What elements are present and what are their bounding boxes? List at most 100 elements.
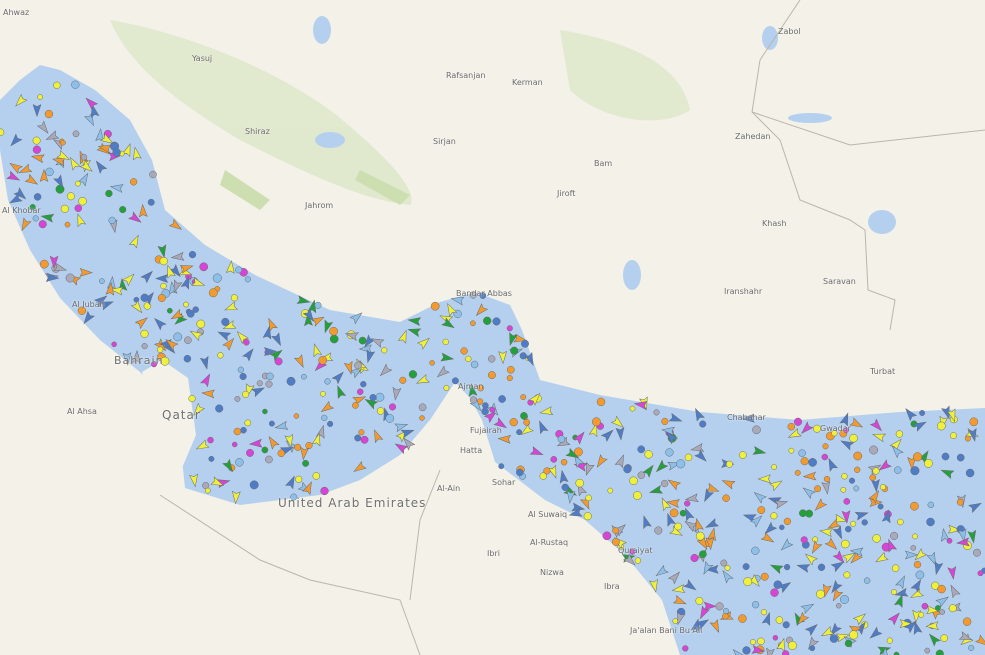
vessel-marker-fishing[interactable]	[122, 352, 132, 366]
vessel-marker-tug[interactable]	[506, 332, 518, 347]
vessel-marker-tanker[interactable]	[138, 203, 148, 218]
vessel-marker-tug[interactable]	[649, 485, 664, 497]
vessel-marker-tanker[interactable]	[44, 109, 54, 119]
vessel-marker-tanker[interactable]	[329, 326, 338, 336]
vessel-marker-passenger[interactable]	[360, 381, 367, 388]
vessel-marker-cargo[interactable]	[872, 534, 881, 543]
vessel-marker-cargo[interactable]	[311, 432, 323, 447]
vessel-marker-cargo[interactable]	[528, 391, 543, 406]
vessel-marker-tanker[interactable]	[696, 536, 710, 551]
vessel-marker-passenger[interactable]	[186, 309, 195, 318]
vessel-marker-cargo[interactable]	[633, 491, 642, 500]
vessel-marker-tanker[interactable]	[470, 320, 476, 327]
vessel-marker-cargo[interactable]	[242, 390, 250, 398]
vessel-marker-tanker[interactable]	[358, 429, 365, 436]
vessel-marker-tanker[interactable]	[666, 477, 682, 491]
vessel-marker-fishing[interactable]	[889, 443, 904, 459]
vessel-marker-cargo[interactable]	[183, 301, 189, 308]
vessel-marker-passenger[interactable]	[683, 579, 698, 593]
vessel-marker-pleasure[interactable]	[772, 635, 779, 641]
vessel-marker-passenger[interactable]	[910, 466, 920, 476]
vessel-marker-tug[interactable]	[408, 370, 418, 379]
vessel-marker-passenger[interactable]	[331, 369, 346, 385]
vessel-marker-pleasure[interactable]	[682, 645, 689, 652]
vessel-marker-fishing[interactable]	[915, 570, 925, 580]
vessel-marker-passenger[interactable]	[216, 328, 232, 342]
vessel-marker-passenger[interactable]	[829, 579, 843, 595]
vessel-marker-passenger[interactable]	[451, 377, 459, 385]
vessel-marker-unknown[interactable]	[53, 262, 68, 274]
vessel-marker-cargo[interactable]	[768, 477, 784, 492]
vessel-marker-passenger[interactable]	[845, 525, 852, 533]
vessel-marker-fishing[interactable]	[394, 421, 409, 433]
vessel-marker-tug[interactable]	[334, 384, 347, 400]
vessel-marker-pleasure[interactable]	[697, 605, 711, 620]
vessel-marker-passenger[interactable]	[809, 645, 816, 652]
vessel-marker-cargo[interactable]	[222, 320, 237, 333]
vessel-marker-tug[interactable]	[29, 204, 36, 211]
vessel-marker-fishing[interactable]	[274, 421, 289, 432]
vessel-marker-unknown[interactable]	[947, 583, 961, 599]
vessel-marker-fishing[interactable]	[800, 601, 815, 615]
vessel-marker-tanker[interactable]	[59, 139, 66, 146]
vessel-marker-tanker[interactable]	[293, 354, 307, 369]
vessel-marker-passenger[interactable]	[8, 193, 23, 207]
vessel-marker-unknown[interactable]	[469, 396, 478, 404]
vessel-marker-unknown[interactable]	[667, 569, 682, 585]
vessel-marker-tanker[interactable]	[179, 262, 194, 274]
vessel-marker-tanker[interactable]	[672, 594, 687, 608]
vessel-marker-tanker[interactable]	[760, 531, 775, 545]
vessel-marker-tug[interactable]	[510, 346, 519, 355]
vessel-marker-pleasure[interactable]	[799, 421, 814, 436]
vessel-marker-pleasure[interactable]	[38, 220, 47, 229]
vessel-marker-unknown[interactable]	[435, 365, 450, 380]
vessel-marker-cargo[interactable]	[946, 408, 958, 423]
vessel-marker-cargo[interactable]	[819, 527, 834, 538]
vessel-marker-tanker[interactable]	[419, 415, 425, 421]
vessel-marker-cargo[interactable]	[950, 432, 957, 440]
vessel-marker-cargo[interactable]	[813, 424, 821, 433]
vessel-marker-cargo[interactable]	[130, 300, 145, 315]
vessel-marker-cargo[interactable]	[843, 571, 851, 579]
vessel-marker-passenger[interactable]	[761, 611, 773, 626]
vessel-marker-passenger[interactable]	[263, 347, 278, 357]
vessel-marker-cargo[interactable]	[629, 476, 638, 486]
vessel-marker-pleasure[interactable]	[199, 262, 209, 272]
vessel-marker-tug[interactable]	[407, 316, 422, 327]
vessel-marker-pleasure[interactable]	[843, 498, 851, 505]
vessel-marker-passenger[interactable]	[140, 269, 155, 284]
vessel-marker-tug[interactable]	[119, 206, 127, 214]
vessel-marker-cargo[interactable]	[771, 464, 777, 470]
vessel-marker-passenger[interactable]	[682, 507, 695, 522]
vessel-marker-passenger[interactable]	[81, 310, 95, 326]
vessel-marker-tanker[interactable]	[513, 333, 528, 344]
vessel-marker-fishing[interactable]	[571, 453, 585, 468]
vessel-marker-cargo[interactable]	[947, 524, 962, 534]
vessel-marker-passenger[interactable]	[498, 395, 506, 403]
vessel-marker-cargo[interactable]	[67, 156, 81, 171]
vessel-marker-cargo[interactable]	[234, 329, 249, 345]
vessel-marker-passenger[interactable]	[839, 437, 855, 451]
vessel-marker-tanker[interactable]	[709, 619, 722, 634]
vessel-marker-tanker[interactable]	[77, 306, 87, 315]
vessel-marker-pleasure[interactable]	[200, 372, 214, 388]
vessel-marker-cargo[interactable]	[0, 128, 5, 137]
vessel-marker-passenger[interactable]	[871, 478, 880, 493]
vessel-marker-cargo[interactable]	[644, 450, 653, 459]
vessel-marker-tug[interactable]	[844, 639, 853, 648]
vessel-marker-cargo[interactable]	[164, 264, 176, 279]
vessel-marker-tanker[interactable]	[477, 384, 485, 392]
vessel-marker-cargo[interactable]	[671, 584, 686, 595]
vessel-marker-unknown[interactable]	[72, 130, 80, 138]
vessel-marker-cargo[interactable]	[109, 285, 124, 296]
vessel-marker-unknown[interactable]	[690, 443, 705, 454]
vessel-marker-passenger[interactable]	[99, 298, 114, 311]
vessel-marker-passenger[interactable]	[188, 250, 197, 259]
vessel-marker-passenger[interactable]	[33, 193, 42, 201]
vessel-marker-cargo[interactable]	[128, 234, 141, 249]
vessel-marker-tanker[interactable]	[319, 400, 335, 414]
vessel-marker-tug[interactable]	[166, 307, 173, 314]
vessel-marker-passenger[interactable]	[208, 455, 215, 462]
vessel-marker-passenger[interactable]	[262, 325, 273, 340]
